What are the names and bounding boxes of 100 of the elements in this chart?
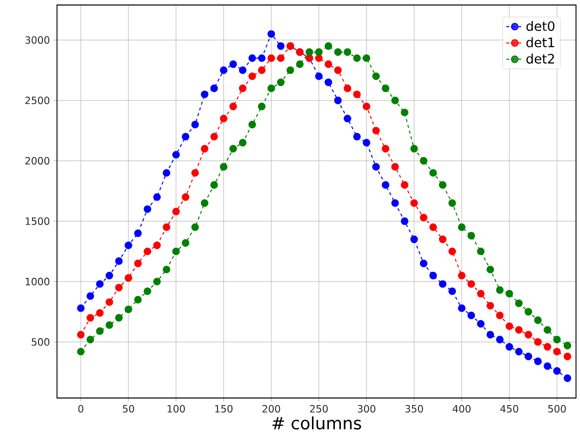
point bbox=[458, 304, 466, 312]
point bbox=[429, 272, 437, 280]
point bbox=[182, 132, 190, 140]
point bbox=[515, 326, 523, 334]
point bbox=[124, 242, 132, 250]
point bbox=[229, 144, 237, 153]
point bbox=[86, 336, 94, 344]
point bbox=[210, 132, 218, 140]
legend-label: det1 bbox=[526, 37, 554, 48]
point bbox=[534, 338, 542, 346]
point bbox=[467, 280, 476, 288]
x-tick-label: 450 bbox=[500, 404, 518, 413]
point bbox=[144, 205, 152, 213]
point bbox=[315, 54, 323, 62]
point bbox=[496, 336, 504, 344]
point bbox=[410, 199, 418, 207]
point bbox=[229, 60, 237, 68]
point bbox=[353, 90, 361, 98]
point bbox=[172, 248, 180, 256]
point bbox=[382, 144, 390, 153]
point bbox=[296, 60, 304, 68]
point bbox=[258, 54, 266, 62]
point bbox=[438, 280, 446, 288]
point bbox=[86, 314, 94, 322]
point bbox=[476, 290, 485, 298]
point bbox=[324, 60, 332, 68]
point bbox=[564, 374, 572, 382]
point bbox=[248, 120, 256, 128]
point bbox=[420, 214, 428, 222]
x-tick-label: 500 bbox=[548, 404, 566, 413]
point bbox=[458, 223, 466, 232]
point bbox=[334, 48, 342, 56]
point bbox=[77, 330, 85, 338]
point bbox=[162, 223, 170, 232]
point bbox=[96, 309, 104, 317]
point bbox=[524, 352, 532, 360]
point bbox=[267, 30, 276, 38]
point bbox=[172, 150, 180, 159]
point bbox=[353, 132, 361, 140]
point bbox=[115, 314, 123, 322]
point bbox=[564, 352, 572, 360]
point bbox=[486, 266, 494, 274]
legend-label: det2 bbox=[526, 54, 554, 64]
point bbox=[486, 302, 494, 310]
point bbox=[496, 312, 504, 320]
point bbox=[306, 48, 314, 56]
point bbox=[162, 266, 170, 274]
point bbox=[96, 280, 104, 288]
point bbox=[544, 326, 552, 334]
x-tick-label: 250 bbox=[310, 404, 328, 413]
point bbox=[229, 102, 237, 110]
point bbox=[191, 223, 199, 232]
point bbox=[410, 236, 418, 244]
x-tick-label: 400 bbox=[452, 404, 471, 413]
x-tick-label: 100 bbox=[168, 404, 185, 413]
point bbox=[210, 84, 218, 92]
point bbox=[191, 169, 199, 177]
point bbox=[220, 66, 228, 74]
point bbox=[191, 120, 199, 128]
y-tick-label: 2500 bbox=[25, 96, 50, 104]
point bbox=[286, 66, 294, 74]
point bbox=[172, 208, 180, 216]
point bbox=[106, 298, 114, 306]
point bbox=[391, 96, 399, 104]
point bbox=[153, 242, 161, 250]
point bbox=[372, 126, 380, 134]
point bbox=[238, 84, 246, 92]
point bbox=[277, 54, 285, 62]
point bbox=[553, 336, 561, 344]
point bbox=[124, 306, 132, 314]
point bbox=[153, 193, 161, 201]
x-axis-title: # columns bbox=[272, 416, 362, 430]
point bbox=[115, 257, 123, 265]
point bbox=[391, 163, 399, 171]
point bbox=[267, 54, 276, 62]
x-tick-label: 50 bbox=[122, 404, 134, 413]
point bbox=[248, 54, 256, 62]
point bbox=[553, 348, 561, 356]
point bbox=[134, 229, 142, 238]
point bbox=[144, 287, 152, 296]
point bbox=[106, 321, 114, 329]
point bbox=[267, 84, 276, 92]
point bbox=[372, 72, 380, 80]
point bbox=[382, 181, 390, 189]
point bbox=[524, 308, 532, 316]
point bbox=[334, 96, 342, 104]
point bbox=[553, 367, 561, 375]
point bbox=[544, 362, 552, 370]
point bbox=[534, 357, 542, 366]
point bbox=[534, 316, 542, 324]
point bbox=[77, 304, 85, 312]
point bbox=[420, 157, 428, 165]
point bbox=[106, 272, 114, 280]
point bbox=[515, 348, 523, 356]
point bbox=[476, 320, 485, 328]
point bbox=[362, 138, 370, 146]
point bbox=[362, 54, 370, 62]
point bbox=[524, 330, 532, 338]
y-tick-label: 3000 bbox=[25, 36, 50, 44]
point bbox=[438, 181, 446, 189]
